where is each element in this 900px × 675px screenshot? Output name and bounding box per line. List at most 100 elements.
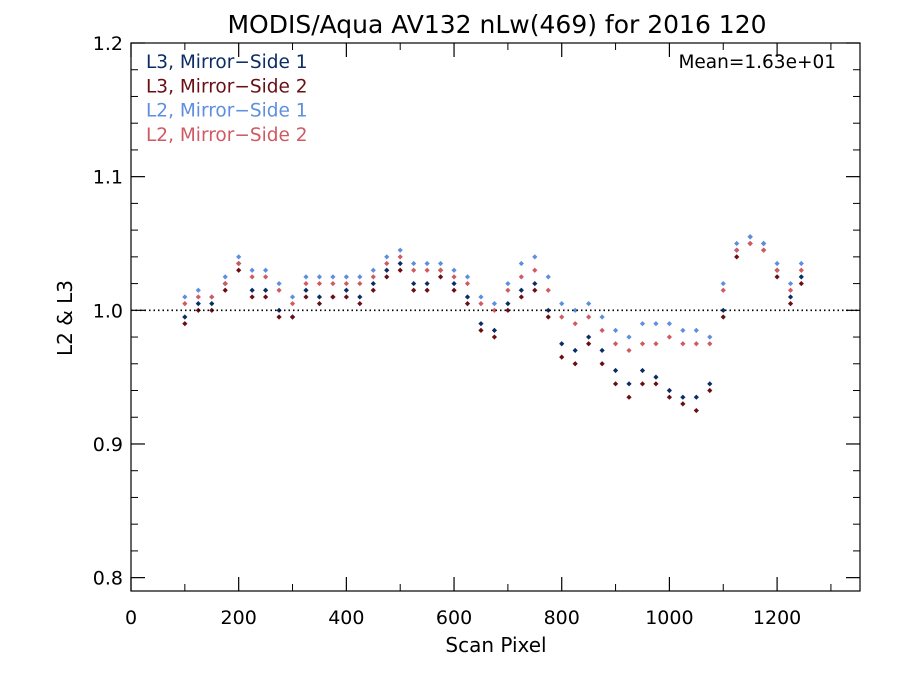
x-tick-label: 0 bbox=[125, 607, 137, 629]
data-point bbox=[586, 314, 592, 320]
data-point bbox=[411, 260, 417, 267]
data-point bbox=[545, 314, 551, 320]
data-point bbox=[195, 294, 201, 300]
data-point bbox=[249, 294, 255, 300]
data-point bbox=[787, 294, 794, 300]
data-point bbox=[289, 314, 296, 320]
data-point bbox=[316, 294, 323, 300]
data-point bbox=[734, 240, 740, 247]
data-point bbox=[195, 301, 201, 307]
legend-entry: L3, Mirror−Side 2 bbox=[146, 76, 308, 97]
data-point bbox=[505, 301, 511, 307]
data-point bbox=[599, 347, 605, 354]
x-tick-label: 200 bbox=[221, 607, 257, 629]
data-point bbox=[478, 301, 484, 307]
data-point bbox=[303, 280, 309, 287]
data-point bbox=[653, 341, 659, 347]
data-point bbox=[599, 327, 605, 333]
series-1-points bbox=[182, 234, 804, 400]
data-point bbox=[424, 280, 430, 287]
data-point bbox=[464, 294, 471, 300]
data-point bbox=[195, 307, 201, 313]
data-point bbox=[774, 274, 780, 280]
data-point bbox=[182, 321, 188, 327]
data-point bbox=[276, 280, 282, 287]
data-point bbox=[761, 240, 767, 247]
data-point bbox=[734, 254, 740, 260]
data-point bbox=[491, 327, 498, 333]
data-point bbox=[798, 274, 804, 280]
data-point bbox=[437, 274, 444, 280]
data-point bbox=[653, 381, 659, 387]
data-point bbox=[451, 274, 457, 280]
data-point bbox=[707, 387, 713, 394]
data-point bbox=[330, 280, 336, 287]
data-point bbox=[330, 274, 336, 280]
data-point bbox=[437, 267, 444, 273]
chart-title: MODIS/Aqua AV132 nLw(469) for 2016 120 bbox=[227, 10, 766, 39]
data-point bbox=[572, 361, 578, 367]
data-point bbox=[236, 260, 242, 267]
data-point bbox=[263, 287, 269, 293]
data-point bbox=[639, 341, 646, 347]
data-point bbox=[639, 321, 646, 327]
data-point bbox=[734, 247, 740, 253]
data-point bbox=[761, 247, 767, 253]
data-point bbox=[639, 381, 646, 387]
x-tick-label: 400 bbox=[328, 607, 364, 629]
data-point bbox=[424, 260, 430, 267]
data-point bbox=[222, 280, 228, 287]
data-point bbox=[798, 267, 804, 273]
data-point bbox=[505, 307, 511, 313]
data-point bbox=[424, 287, 430, 293]
data-point bbox=[612, 381, 619, 387]
legend-entry: L2, Mirror−Side 1 bbox=[146, 101, 308, 122]
data-point bbox=[559, 301, 565, 307]
data-point bbox=[370, 280, 376, 287]
data-point bbox=[451, 267, 457, 273]
data-point bbox=[263, 274, 269, 280]
data-point bbox=[263, 294, 269, 300]
data-point bbox=[666, 321, 673, 327]
data-point bbox=[787, 287, 794, 293]
data-point bbox=[289, 301, 296, 307]
data-point bbox=[316, 280, 323, 287]
data-point bbox=[505, 287, 511, 293]
y-axis: 0.8 0.9 1.0 1.1 1.2 bbox=[93, 33, 860, 590]
data-point bbox=[222, 287, 228, 293]
data-point bbox=[787, 301, 794, 307]
data-point bbox=[370, 274, 376, 280]
data-point bbox=[357, 294, 363, 300]
data-point bbox=[680, 327, 686, 333]
data-point bbox=[798, 280, 804, 287]
y-axis-title: L2 & L3 bbox=[53, 280, 77, 356]
data-point bbox=[384, 274, 390, 280]
data-point bbox=[559, 354, 565, 360]
data-point bbox=[343, 294, 349, 300]
x-axis-title: Scan Pixel bbox=[445, 633, 546, 657]
data-point bbox=[693, 327, 699, 333]
legend-entry: L3, Mirror−Side 1 bbox=[146, 52, 308, 73]
data-point bbox=[451, 280, 457, 287]
x-axis: 0 200 400 600 800 1000 1200 bbox=[125, 43, 832, 629]
data-point bbox=[182, 294, 188, 300]
data-point bbox=[626, 347, 632, 354]
data-point bbox=[518, 260, 524, 267]
data-point bbox=[236, 254, 242, 260]
data-point bbox=[209, 294, 215, 300]
data-point bbox=[289, 294, 296, 300]
x-tick-label: 600 bbox=[436, 607, 472, 629]
data-point bbox=[518, 274, 524, 280]
y-tick-label: 0.8 bbox=[93, 568, 123, 590]
data-point bbox=[599, 361, 605, 367]
data-point bbox=[680, 401, 686, 407]
data-point bbox=[532, 254, 538, 260]
data-point bbox=[397, 247, 403, 253]
data-point bbox=[693, 341, 699, 347]
data-point bbox=[209, 307, 215, 313]
series-2-points bbox=[182, 240, 804, 414]
data-point bbox=[680, 394, 686, 400]
data-point bbox=[774, 260, 780, 267]
data-point bbox=[424, 267, 430, 273]
data-point bbox=[464, 301, 471, 307]
